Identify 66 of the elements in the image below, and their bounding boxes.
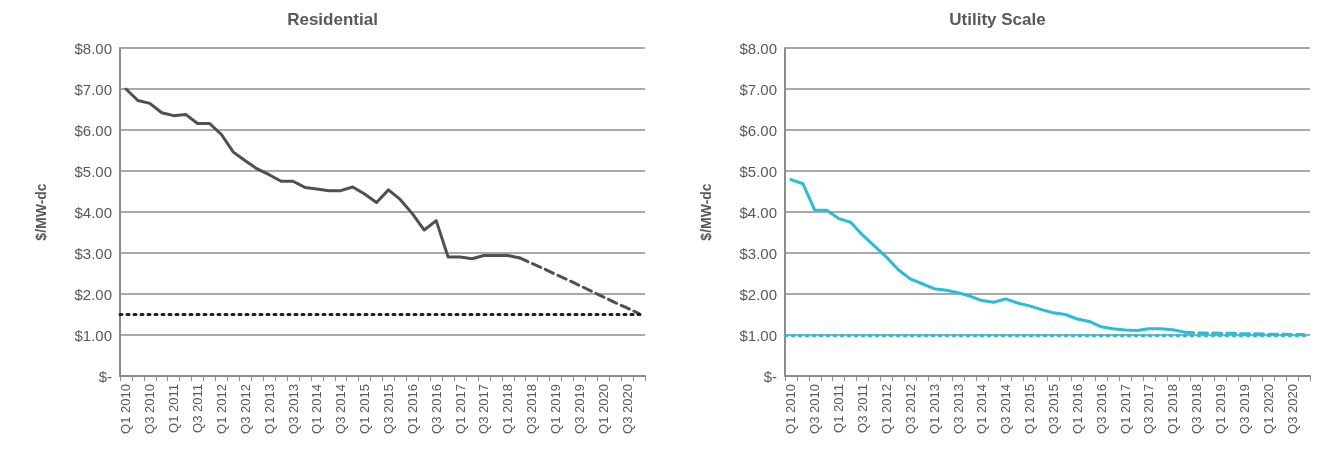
chart-title: Residential xyxy=(287,10,378,29)
x-tick-label: Q3 2017 xyxy=(476,384,492,434)
y-tick-label: $6.00 xyxy=(739,121,777,139)
y-tick-label: $3.00 xyxy=(74,244,112,262)
x-tick-label: Q1 2015 xyxy=(357,384,373,434)
x-tick-label: Q1 2012 xyxy=(878,384,894,434)
x-tick-label: Q1 2010 xyxy=(118,384,134,434)
y-axis-title: $/MW-dc xyxy=(33,183,49,241)
x-tick-label: Q1 2018 xyxy=(500,384,516,434)
y-tick-label: $- xyxy=(763,367,777,385)
y-tick-label: $4.00 xyxy=(739,203,777,221)
x-tick-label: Q1 2017 xyxy=(452,384,468,434)
x-tick-label: Q3 2014 xyxy=(333,384,349,434)
y-tick-label: $8.00 xyxy=(74,39,112,57)
x-tick-label: Q3 2020 xyxy=(1284,384,1300,434)
x-tick-label: Q1 2014 xyxy=(974,384,990,434)
y-tick-label: $6.00 xyxy=(74,121,112,139)
x-tick-label: Q3 2018 xyxy=(524,384,540,434)
y-tick-label: $5.00 xyxy=(74,162,112,180)
x-tick-label: Q1 2011 xyxy=(831,384,847,433)
x-tick-label: Q3 2010 xyxy=(807,384,823,434)
x-tick-label: Q1 2020 xyxy=(1260,384,1276,434)
x-tick-label: Q3 2013 xyxy=(950,384,966,434)
y-tick-label: $8.00 xyxy=(739,39,777,57)
x-tick-label: Q1 2014 xyxy=(309,384,325,434)
x-tick-label: Q1 2013 xyxy=(926,384,942,434)
y-tick-label: $1.00 xyxy=(739,326,777,344)
y-tick-label: $7.00 xyxy=(74,80,112,98)
y-tick-label: $- xyxy=(98,367,112,385)
x-tick-label: Q3 2017 xyxy=(1141,384,1157,434)
x-tick-label: Q3 2011 xyxy=(855,384,871,433)
x-tick-label: Q3 2016 xyxy=(1093,384,1109,434)
x-tick-label: Q1 2019 xyxy=(1213,384,1229,434)
y-tick-label: $5.00 xyxy=(739,162,777,180)
x-tick-label: Q1 2018 xyxy=(1165,384,1181,434)
x-tick-label: Q1 2013 xyxy=(261,384,277,434)
y-axis-title: $/MW-dc xyxy=(698,183,714,241)
x-tick-label: Q1 2012 xyxy=(213,384,229,434)
x-tick-label: Q3 2020 xyxy=(619,384,635,434)
x-tick-label: Q3 2014 xyxy=(998,384,1014,434)
x-tick-label: Q3 2012 xyxy=(237,384,253,434)
y-tick-label: $1.00 xyxy=(74,326,112,344)
x-tick-label: Q3 2015 xyxy=(380,384,396,434)
chart-title: Utility Scale xyxy=(949,10,1046,29)
x-tick-label: Q3 2010 xyxy=(142,384,158,434)
x-tick-label: Q1 2017 xyxy=(1117,384,1133,434)
y-tick-label: $7.00 xyxy=(739,80,777,98)
x-tick-label: Q1 2011 xyxy=(166,384,182,433)
y-tick-label: $4.00 xyxy=(74,203,112,221)
x-tick-label: Q1 2015 xyxy=(1022,384,1038,434)
y-tick-label: $3.00 xyxy=(739,244,777,262)
y-tick-label: $2.00 xyxy=(739,285,777,303)
x-tick-label: Q3 2015 xyxy=(1045,384,1061,434)
x-tick-label: Q3 2013 xyxy=(285,384,301,434)
x-tick-label: Q3 2019 xyxy=(571,384,587,434)
x-tick-label: Q3 2011 xyxy=(190,384,206,433)
x-tick-label: Q1 2016 xyxy=(1069,384,1085,434)
x-tick-label: Q3 2012 xyxy=(902,384,918,434)
x-tick-label: Q3 2019 xyxy=(1236,384,1252,434)
x-tick-label: Q1 2019 xyxy=(548,384,564,434)
x-tick-label: Q3 2016 xyxy=(428,384,444,434)
x-tick-label: Q1 2016 xyxy=(404,384,420,434)
x-tick-label: Q3 2018 xyxy=(1189,384,1205,434)
x-tick-label: Q1 2020 xyxy=(595,384,611,434)
x-tick-label: Q1 2010 xyxy=(783,384,799,434)
y-tick-label: $2.00 xyxy=(74,285,112,303)
